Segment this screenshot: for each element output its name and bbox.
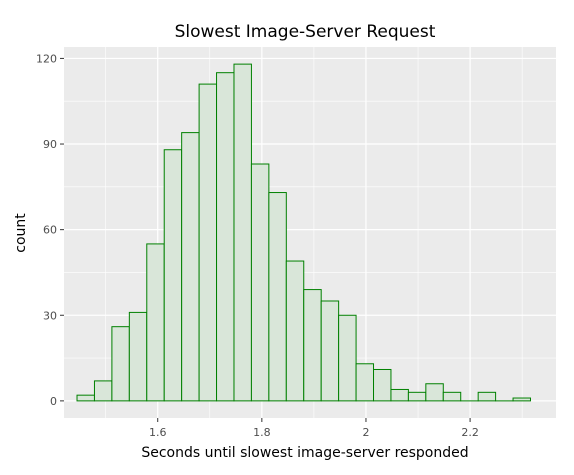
histogram-bar: [285, 260, 305, 402]
histogram-bars: [76, 63, 531, 402]
histogram-bar: [355, 363, 375, 402]
y-tick-label: 30: [43, 309, 57, 322]
histogram-bar: [268, 192, 287, 402]
histogram-bar: [407, 391, 427, 402]
histogram-bar: [373, 368, 392, 402]
x-tick-label: 1.6: [149, 426, 167, 439]
histogram-bar: [338, 314, 357, 402]
histogram-bar: [76, 394, 95, 402]
histogram-bar: [512, 397, 531, 402]
histogram-bar: [390, 388, 409, 402]
histogram-bar: [181, 132, 200, 402]
y-tick-label: 90: [43, 138, 57, 151]
histogram-bar: [163, 149, 183, 402]
histogram-bar: [320, 300, 340, 402]
y-tick-label: 120: [36, 52, 57, 65]
x-axis-label: Seconds until slowest image-server respo…: [141, 445, 468, 461]
histogram-bar: [477, 391, 497, 402]
y-axis-ticks: 0 30 60 90 120: [36, 52, 64, 408]
histogram-bar: [425, 383, 444, 402]
histogram-bar: [146, 243, 165, 402]
x-tick-label: 2.2: [461, 426, 479, 439]
histogram-bar: [198, 83, 218, 402]
y-tick-label: 60: [43, 224, 57, 237]
histogram-bar: [250, 163, 270, 402]
y-tick-label: 0: [50, 395, 57, 408]
histogram-bar: [93, 380, 113, 402]
histogram-bar: [111, 326, 130, 402]
y-axis-label: count: [13, 213, 29, 253]
histogram-bar: [233, 63, 252, 402]
chart-title: Slowest Image-Server Request: [175, 22, 436, 42]
histogram-bar: [303, 289, 322, 402]
histogram-bar: [128, 311, 148, 402]
histogram-bar: [442, 391, 462, 402]
histogram-bar: [216, 72, 235, 402]
x-axis-ticks: 1.6 1.8 2 2.2: [149, 418, 479, 439]
x-tick-label: 1.8: [253, 426, 271, 439]
x-tick-label: 2: [362, 426, 369, 439]
